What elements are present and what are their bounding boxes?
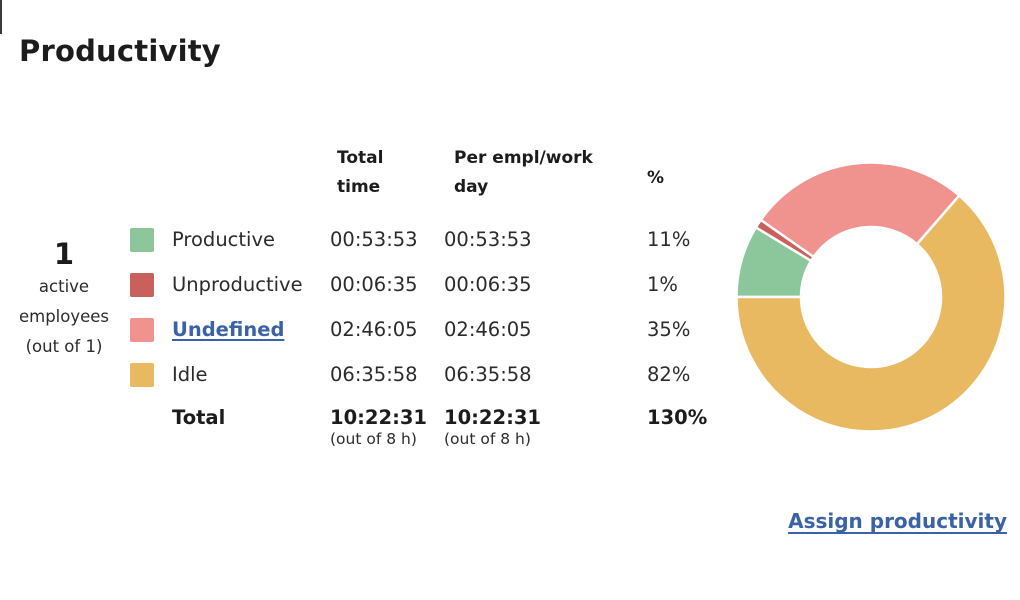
undefined-percent: 35%: [647, 318, 691, 341]
row-label-idle: Idle: [172, 363, 208, 386]
page-title: Productivity: [19, 34, 221, 68]
unproductive-total-time: 00:06:35: [330, 273, 418, 296]
undefined-total-time: 02:46:05: [330, 318, 418, 341]
window-edge-line: [0, 0, 2, 34]
productivity-table: Total time Per empl/work day % Productiv…: [130, 140, 757, 449]
active-employees-label-line1: active: [38, 277, 90, 296]
table-row-swatch-cell: [130, 262, 172, 307]
active-employees-count: 1: [53, 237, 75, 271]
assign-productivity-link[interactable]: Assign productivity: [788, 509, 1007, 533]
active-employees-summary: 1 active employees (out of 1): [9, 236, 119, 362]
productive-color-swatch: [130, 227, 154, 252]
idle-per-empl: 06:35:58: [444, 363, 532, 386]
productive-total-time: 00:53:53: [330, 228, 418, 251]
idle-percent: 82%: [647, 363, 691, 386]
total-row-label: Total: [172, 406, 226, 429]
column-header-total-time: Total time: [337, 148, 384, 197]
productive-percent: 11%: [647, 228, 691, 251]
donut-segment-undefined: [759, 161, 962, 259]
productivity-donut-chart: [735, 161, 1007, 433]
row-label-unproductive: Unproductive: [172, 273, 303, 296]
idle-total-time: 06:35:58: [330, 363, 418, 386]
donut-segment-idle: [735, 193, 1007, 433]
total-percent: 130%: [647, 406, 708, 429]
total-per-empl-note: (out of 8 h): [444, 430, 531, 448]
table-row-swatch-cell: [130, 307, 172, 352]
total-total-time: 10:22:31: [330, 406, 428, 429]
column-header-per-empl: Per empl/work day: [454, 148, 593, 197]
productive-per-empl: 00:53:53: [444, 228, 532, 251]
total-total-time-note: (out of 8 h): [330, 430, 417, 448]
unproductive-color-swatch: [130, 272, 154, 297]
undefined-link[interactable]: Undefined: [172, 318, 285, 341]
table-row-swatch-cell: [130, 397, 172, 449]
unproductive-percent: 1%: [647, 273, 678, 296]
row-label-productive: Productive: [172, 228, 275, 251]
undefined-color-swatch: [130, 317, 154, 342]
active-employees-label-line2: employees: [18, 307, 110, 326]
column-header-percent: %: [647, 168, 665, 188]
unproductive-per-empl: 00:06:35: [444, 273, 532, 296]
header-spacer: [172, 140, 330, 217]
table-row-swatch-cell: [130, 217, 172, 262]
undefined-per-empl: 02:46:05: [444, 318, 532, 341]
idle-color-swatch: [130, 362, 154, 387]
table-row-swatch-cell: [130, 352, 172, 397]
active-employees-label-line3: (out of 1): [25, 337, 103, 356]
header-spacer: [130, 140, 172, 217]
total-per-empl: 10:22:31: [444, 406, 542, 429]
